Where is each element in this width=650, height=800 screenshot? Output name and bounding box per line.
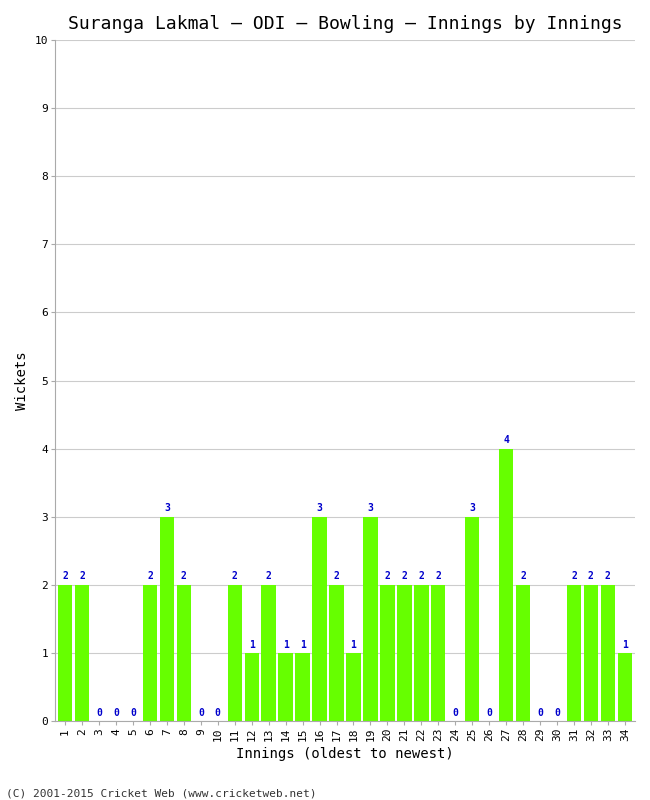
Bar [618, 653, 632, 721]
Text: 1: 1 [622, 639, 628, 650]
Text: 2: 2 [571, 571, 577, 582]
Bar [143, 585, 157, 721]
Bar [313, 517, 327, 721]
Text: 2: 2 [384, 571, 391, 582]
Bar [380, 585, 395, 721]
Text: 2: 2 [79, 571, 85, 582]
Text: 2: 2 [419, 571, 424, 582]
Bar [431, 585, 445, 721]
Bar [244, 653, 259, 721]
Text: 1: 1 [300, 639, 306, 650]
Text: 0: 0 [215, 707, 221, 718]
Text: 2: 2 [605, 571, 611, 582]
Text: 0: 0 [96, 707, 102, 718]
Bar [516, 585, 530, 721]
Title: Suranga Lakmal – ODI – Bowling – Innings by Innings: Suranga Lakmal – ODI – Bowling – Innings… [68, 15, 622, 33]
Text: 0: 0 [130, 707, 136, 718]
Text: 4: 4 [503, 435, 509, 446]
Text: 3: 3 [164, 503, 170, 514]
Text: 2: 2 [333, 571, 339, 582]
Bar [295, 653, 310, 721]
Text: 0: 0 [554, 707, 560, 718]
Text: 2: 2 [436, 571, 441, 582]
Text: 2: 2 [62, 571, 68, 582]
Text: 1: 1 [350, 639, 356, 650]
Bar [567, 585, 581, 721]
Text: 3: 3 [317, 503, 322, 514]
Text: 2: 2 [588, 571, 594, 582]
Text: 2: 2 [402, 571, 408, 582]
Bar [397, 585, 411, 721]
Bar [261, 585, 276, 721]
Text: 0: 0 [537, 707, 543, 718]
Text: 0: 0 [486, 707, 492, 718]
Text: 2: 2 [147, 571, 153, 582]
Text: 2: 2 [232, 571, 238, 582]
Bar [278, 653, 293, 721]
Text: 0: 0 [113, 707, 119, 718]
Bar [227, 585, 242, 721]
Bar [584, 585, 598, 721]
Bar [363, 517, 378, 721]
Bar [346, 653, 361, 721]
X-axis label: Innings (oldest to newest): Innings (oldest to newest) [236, 747, 454, 761]
Bar [601, 585, 615, 721]
Text: 3: 3 [469, 503, 475, 514]
Text: (C) 2001-2015 Cricket Web (www.cricketweb.net): (C) 2001-2015 Cricket Web (www.cricketwe… [6, 788, 317, 798]
Text: 3: 3 [367, 503, 373, 514]
Bar [465, 517, 480, 721]
Bar [75, 585, 89, 721]
Bar [414, 585, 428, 721]
Text: 2: 2 [181, 571, 187, 582]
Bar [499, 449, 514, 721]
Text: 1: 1 [249, 639, 255, 650]
Bar [330, 585, 344, 721]
Text: 2: 2 [520, 571, 526, 582]
Text: 0: 0 [198, 707, 204, 718]
Bar [160, 517, 174, 721]
Text: 2: 2 [266, 571, 272, 582]
Bar [58, 585, 72, 721]
Y-axis label: Wickets: Wickets [15, 351, 29, 410]
Text: 1: 1 [283, 639, 289, 650]
Text: 0: 0 [452, 707, 458, 718]
Bar [177, 585, 191, 721]
